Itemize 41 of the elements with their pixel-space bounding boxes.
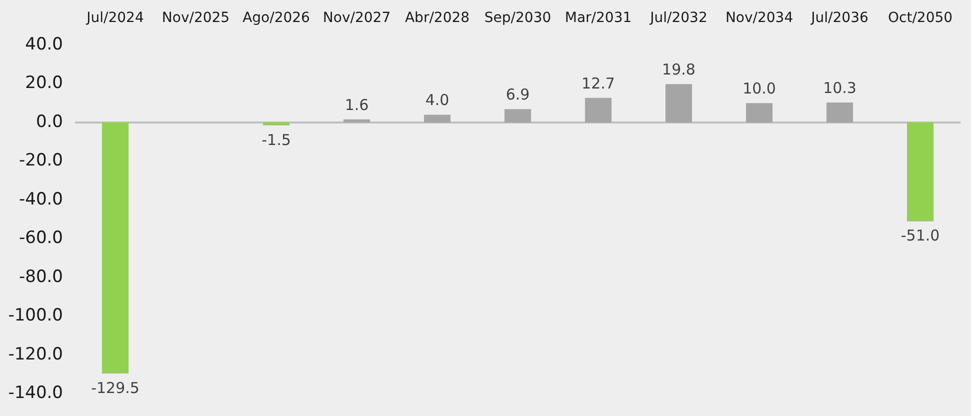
y-tick-label: -100.0 bbox=[8, 306, 63, 326]
data-label: 12.7 bbox=[582, 74, 615, 92]
x-tick-label: Nov/2025 bbox=[162, 10, 230, 26]
x-tick-label: Nov/2034 bbox=[725, 10, 794, 26]
bar bbox=[665, 84, 692, 123]
bar bbox=[746, 103, 773, 123]
y-tick-label: -80.0 bbox=[19, 266, 63, 287]
bar bbox=[424, 114, 451, 123]
y-tick-label: -40.0 bbox=[19, 189, 63, 210]
bar bbox=[906, 122, 934, 222]
bar bbox=[504, 109, 532, 123]
data-label: 10.0 bbox=[742, 80, 776, 98]
x-tick-label: Nov/2027 bbox=[322, 10, 391, 26]
data-label: -1.5 bbox=[262, 130, 291, 149]
y-tick-label: -140.0 bbox=[8, 383, 63, 404]
bar bbox=[584, 98, 612, 123]
x-tick-label: Jul/2036 bbox=[810, 10, 868, 26]
data-label: 19.8 bbox=[662, 60, 696, 79]
y-tick-label: 20.0 bbox=[25, 73, 63, 94]
data-label: 6.9 bbox=[506, 86, 530, 104]
x-tick-label: Oct/2050 bbox=[888, 10, 953, 26]
bar bbox=[262, 122, 290, 126]
data-label: 10.3 bbox=[823, 78, 856, 97]
bar bbox=[343, 119, 370, 123]
data-label: -129.5 bbox=[91, 378, 140, 397]
x-tick-label: Jul/2024 bbox=[86, 10, 144, 26]
data-label: 4.0 bbox=[425, 91, 450, 110]
y-tick-label: 0.0 bbox=[36, 112, 63, 132]
data-label: 1.6 bbox=[344, 96, 369, 114]
bar bbox=[102, 122, 129, 374]
bar bbox=[826, 102, 854, 123]
x-tick-label: Jul/2032 bbox=[649, 10, 708, 26]
y-tick-label: -20.0 bbox=[19, 150, 63, 171]
y-tick-label: -120.0 bbox=[8, 344, 63, 364]
y-tick-label: -60.0 bbox=[19, 228, 63, 248]
x-tick-label: Mar/2031 bbox=[564, 10, 632, 26]
x-tick-label: Abr/2028 bbox=[404, 10, 470, 26]
y-tick-label: 40.0 bbox=[25, 34, 63, 54]
data-label: -51.0 bbox=[900, 226, 940, 245]
x-tick-label: Ago/2026 bbox=[242, 10, 310, 26]
x-tick-label: Sep/2030 bbox=[484, 10, 552, 26]
